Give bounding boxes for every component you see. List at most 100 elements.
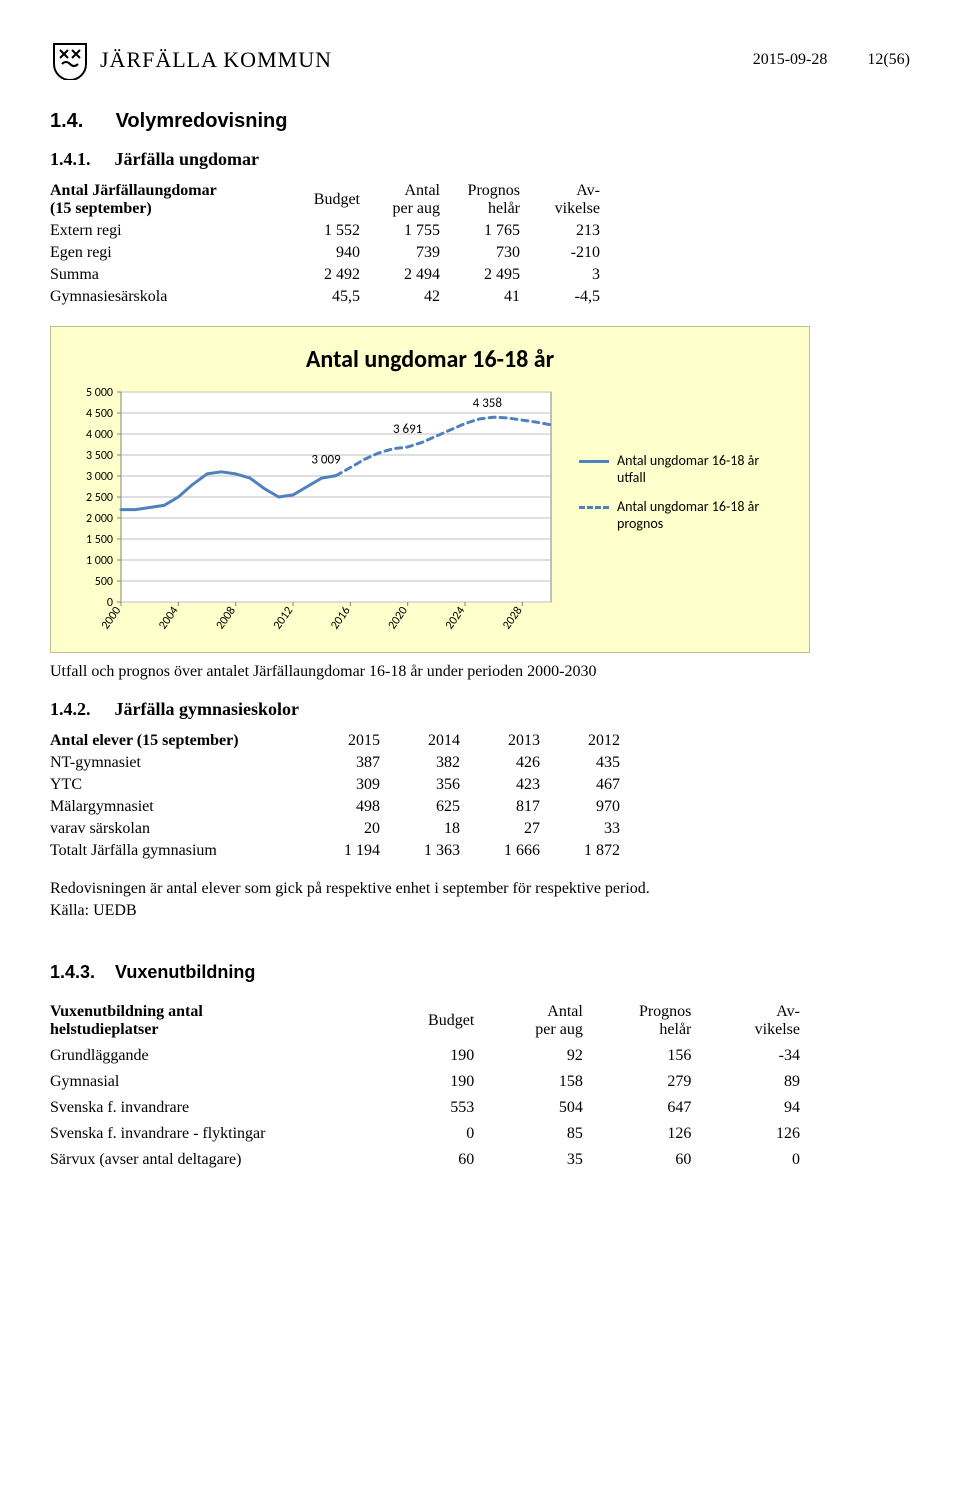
table-row: Svenska f. invandrare55350464794: [50, 1093, 810, 1119]
cell-value: 3: [530, 264, 610, 286]
chart-caption: Utfall och prognos över antalet Järfälla…: [50, 663, 910, 681]
heading-title: Järfälla ungdomar: [115, 149, 260, 169]
legend-item: Antal ungdomar 16-18 år prognos: [579, 498, 767, 532]
header-page: 12(56): [867, 51, 910, 69]
cell-value: 41: [450, 286, 530, 308]
table-row: Svenska f. invandrare - flyktingar085126…: [50, 1119, 810, 1145]
svg-text:2 500: 2 500: [86, 491, 113, 505]
cell-value: 504: [484, 1093, 593, 1119]
row-label: Egen regi: [50, 242, 290, 264]
page-header: JÄRFÄLLA KOMMUN 2015-09-28 12(56): [50, 40, 910, 80]
svg-text:1 000: 1 000: [86, 554, 113, 568]
svg-text:3 691: 3 691: [393, 422, 422, 437]
svg-text:4 358: 4 358: [473, 396, 503, 411]
col-header: Prognoshelår: [450, 180, 530, 220]
legend-swatch: [579, 460, 609, 463]
cell-value: 42: [370, 286, 450, 308]
col-header: Antal elever (15 september): [50, 730, 310, 752]
cell-value: 2 495: [450, 264, 530, 286]
chart-container: Antal ungdomar 16-18 år 05001 0001 5002 …: [50, 326, 810, 653]
row-label: Totalt Järfälla gymnasium: [50, 840, 310, 862]
heading-num: 1.4.1.: [50, 149, 110, 170]
cell-value: 126: [593, 1119, 702, 1145]
svg-text:5 000: 5 000: [86, 386, 113, 400]
heading-num: 1.4.2.: [50, 699, 110, 720]
cell-value: 426: [470, 752, 550, 774]
cell-value: 739: [370, 242, 450, 264]
col-header: Antalper aug: [484, 997, 593, 1041]
cell-value: 1 872: [550, 840, 630, 862]
row-label: Mälargymnasiet: [50, 796, 310, 818]
col-header: Av-vikelse: [530, 180, 610, 220]
chart-svg: 05001 0001 5002 0002 5003 0003 5004 0004…: [71, 382, 561, 642]
row-label: NT-gymnasiet: [50, 752, 310, 774]
cell-value: 1 363: [390, 840, 470, 862]
svg-text:1 500: 1 500: [86, 533, 113, 547]
col-header: 2014: [390, 730, 470, 752]
header-date: 2015-09-28: [753, 51, 828, 69]
cell-value: -210: [530, 242, 610, 264]
cell-value: 1 666: [470, 840, 550, 862]
cell-value: 279: [593, 1067, 702, 1093]
svg-text:4 500: 4 500: [86, 407, 113, 421]
legend-item: Antal ungdomar 16-18 år utfall: [579, 452, 767, 486]
svg-text:2016: 2016: [328, 604, 353, 632]
heading-1-4-2: 1.4.2. Järfälla gymnasieskolor: [50, 699, 910, 720]
col-header: Vuxenutbildning antalhelstudieplatser: [50, 997, 388, 1041]
table-row: Egen regi940739730-210: [50, 242, 610, 264]
col-header: Antalper aug: [370, 180, 450, 220]
table-row: Särvux (avser antal deltagare)6035600: [50, 1145, 810, 1171]
svg-text:4 000: 4 000: [86, 428, 113, 442]
row-label: Gymnasiesärskola: [50, 286, 290, 308]
cell-value: 27: [470, 818, 550, 840]
table-row: Gymnasial19015827989: [50, 1067, 810, 1093]
cell-value: 35: [484, 1145, 593, 1171]
table2-note2: Källa: UEDB: [50, 902, 910, 920]
cell-value: 45,5: [290, 286, 370, 308]
col-header: Av-vikelse: [701, 997, 810, 1041]
cell-value: 625: [390, 796, 470, 818]
row-label: varav särskolan: [50, 818, 310, 840]
cell-value: 85: [484, 1119, 593, 1145]
table-row: Grundläggande19092156-34: [50, 1041, 810, 1067]
svg-text:2 000: 2 000: [86, 512, 113, 526]
cell-value: 2 494: [370, 264, 450, 286]
chart-legend: Antal ungdomar 16-18 år utfall Antal ungd…: [579, 452, 767, 544]
heading-title: Volymredovisning: [116, 110, 288, 132]
row-label: Gymnasial: [50, 1067, 388, 1093]
cell-value: 387: [310, 752, 390, 774]
cell-value: 1 755: [370, 220, 450, 242]
svg-text:3 500: 3 500: [86, 449, 113, 463]
cell-value: 467: [550, 774, 630, 796]
cell-value: 60: [388, 1145, 485, 1171]
svg-text:3 000: 3 000: [86, 470, 113, 484]
svg-text:2020: 2020: [386, 604, 411, 632]
cell-value: 1 194: [310, 840, 390, 862]
col-header: Budget: [388, 997, 485, 1041]
cell-value: 970: [550, 796, 630, 818]
col-header: 2015: [310, 730, 390, 752]
cell-value: 817: [470, 796, 550, 818]
row-label: Grundläggande: [50, 1041, 388, 1067]
svg-text:2012: 2012: [271, 604, 296, 632]
col-header: Budget: [290, 180, 370, 220]
svg-text:3 009: 3 009: [311, 453, 341, 468]
col-header: Antal Järfällaungdomar(15 september): [50, 180, 290, 220]
col-header: 2012: [550, 730, 630, 752]
cell-value: -4,5: [530, 286, 610, 308]
table-row: Extern regi1 5521 7551 765213: [50, 220, 610, 242]
row-label: Svenska f. invandrare - flyktingar: [50, 1119, 388, 1145]
cell-value: 60: [593, 1145, 702, 1171]
shield-icon: [50, 40, 90, 80]
cell-value: 309: [310, 774, 390, 796]
table-row: varav särskolan20182733: [50, 818, 630, 840]
cell-value: 647: [593, 1093, 702, 1119]
row-label: Särvux (avser antal deltagare): [50, 1145, 388, 1171]
table-gymnasieskolor: Antal elever (15 september)2015201420132…: [50, 730, 630, 862]
cell-value: 940: [290, 242, 370, 264]
heading-num: 1.4.3.: [50, 962, 110, 983]
cell-value: 423: [470, 774, 550, 796]
table-ungdomar: Antal Järfällaungdomar(15 september)Budg…: [50, 180, 610, 308]
cell-value: 498: [310, 796, 390, 818]
table-vuxenutbildning: Vuxenutbildning antalhelstudieplatserBud…: [50, 997, 810, 1171]
